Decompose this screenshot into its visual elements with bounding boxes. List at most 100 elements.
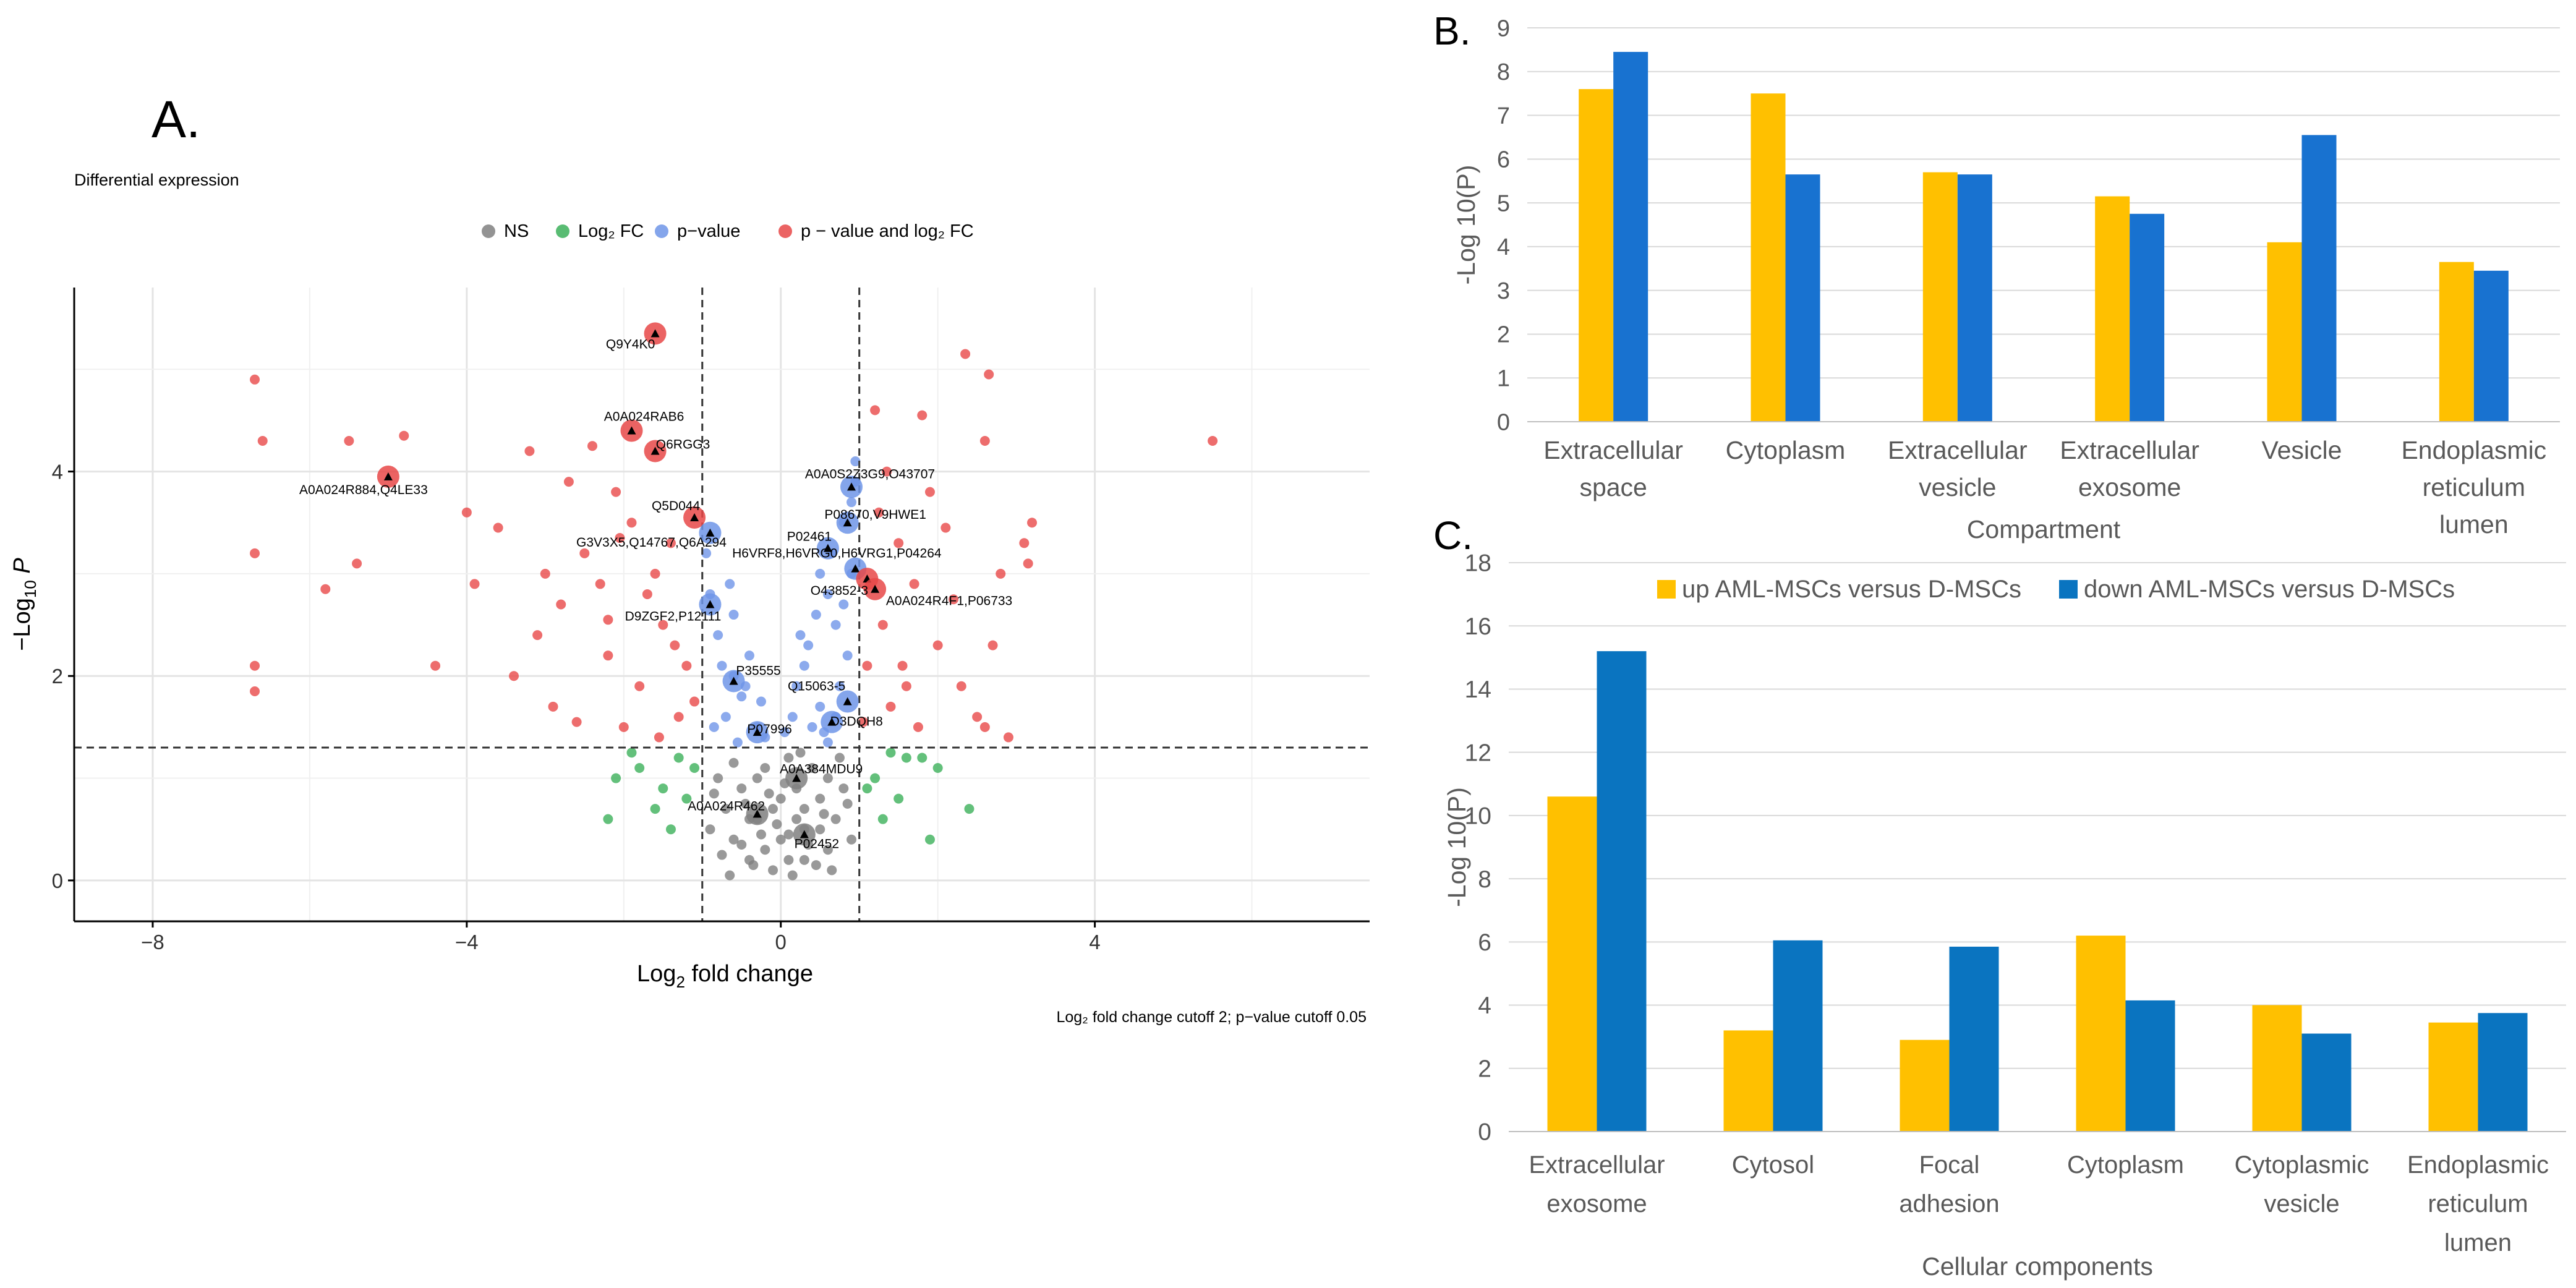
bar-downC bbox=[1949, 947, 1999, 1132]
x-axis-label: Cellular components bbox=[1922, 1252, 2153, 1281]
highlight-marker bbox=[753, 728, 762, 736]
point-ns bbox=[787, 870, 798, 881]
point-ns bbox=[725, 870, 735, 881]
point-log2fc bbox=[893, 793, 904, 804]
point-both bbox=[563, 477, 574, 487]
y-tick-label: 4 bbox=[52, 461, 63, 484]
highlight-marker bbox=[650, 446, 660, 455]
point-both bbox=[987, 640, 998, 650]
y-tick-label: 3 bbox=[1497, 278, 1510, 304]
panel-a-caption: Log₂ fold change cutoff 2; p−value cutof… bbox=[1056, 1009, 1367, 1026]
y-tick-label: 0 bbox=[52, 869, 63, 892]
point-label: P08670,V9HWE1 bbox=[824, 508, 926, 522]
y-axis-label: -Log 10(P) bbox=[1452, 165, 1480, 285]
point-pvalue bbox=[815, 701, 825, 712]
category-label: Cytoplasm bbox=[1726, 436, 1846, 464]
point-pvalue bbox=[834, 681, 845, 691]
point-ns bbox=[752, 773, 762, 783]
point-label: G3V3X5,Q14767,Q6A294 bbox=[576, 535, 727, 550]
point-ns bbox=[775, 834, 786, 845]
bar-up bbox=[1922, 172, 1958, 422]
point-label: A0A024RAB6 bbox=[604, 409, 685, 424]
legend-marker-both bbox=[778, 224, 792, 238]
point-both bbox=[250, 548, 260, 558]
point-ns bbox=[834, 753, 845, 763]
y-tick-label: 0 bbox=[1497, 409, 1510, 435]
point-both bbox=[634, 681, 645, 691]
highlight-marker bbox=[627, 426, 636, 435]
point-label: H6VRF8,H6VRG0,H6VRG1,P04264 bbox=[732, 547, 942, 561]
volcano-plot: Q9Y4K0 A0A024RAB6 Q6RGG3 A0A024R884,Q4LE33 Q… bbox=[9, 288, 1370, 991]
highlight-marker bbox=[843, 697, 852, 706]
point-both bbox=[960, 349, 971, 359]
point-both bbox=[344, 435, 354, 446]
bar-up bbox=[1751, 93, 1786, 422]
point-both bbox=[1027, 518, 1038, 528]
category-label: adhesion bbox=[1899, 1190, 1999, 1218]
category-label: exosome bbox=[1546, 1190, 1647, 1218]
point-log2fc bbox=[862, 783, 872, 794]
point-ns bbox=[748, 860, 759, 871]
point-both bbox=[658, 620, 668, 630]
point-both bbox=[932, 640, 943, 650]
bar-up bbox=[1547, 796, 1597, 1132]
point-ns bbox=[705, 824, 715, 835]
point-pvalue bbox=[838, 599, 849, 610]
category-label: Cytoplasm bbox=[2067, 1151, 2184, 1179]
point-both bbox=[984, 369, 994, 380]
point-log2fc bbox=[689, 763, 700, 774]
point-both bbox=[642, 589, 652, 599]
point-pvalue bbox=[728, 610, 739, 620]
y-tick-label: 2 bbox=[52, 665, 63, 688]
point-pvalue bbox=[720, 712, 731, 722]
point-pvalue bbox=[815, 568, 825, 579]
bar-up bbox=[2095, 196, 2130, 422]
y-tick-label: 14 bbox=[1465, 676, 1491, 703]
point-ns bbox=[830, 814, 841, 824]
point-pvalue bbox=[847, 497, 856, 508]
y-tick-label: 4 bbox=[1478, 992, 1491, 1019]
x-axis-label: Compartment bbox=[1967, 515, 2121, 544]
point-both bbox=[611, 487, 621, 497]
point-pvalue bbox=[744, 650, 754, 661]
point-log2fc bbox=[924, 834, 935, 845]
point-pvalue bbox=[807, 722, 817, 732]
y-tick-label: 16 bbox=[1465, 613, 1491, 640]
panel-a-letter: A. bbox=[151, 90, 200, 148]
point-log2fc bbox=[626, 748, 637, 758]
bar-downB bbox=[2301, 135, 2337, 422]
point-both bbox=[250, 686, 260, 697]
point-pvalue bbox=[756, 696, 766, 707]
highlight-marker bbox=[729, 676, 738, 685]
y-tick-label: 1 bbox=[1497, 366, 1510, 392]
point-pvalue bbox=[850, 456, 861, 467]
y-tick-label: 6 bbox=[1497, 147, 1510, 173]
point-label: A0A384MDU9 bbox=[780, 762, 863, 777]
point-both bbox=[913, 722, 923, 732]
point-label: Q15063-5 bbox=[788, 680, 845, 694]
point-ns bbox=[795, 748, 806, 758]
point-both bbox=[461, 507, 472, 518]
point-both bbox=[665, 538, 676, 548]
point-both bbox=[689, 696, 700, 707]
x-tick-label: −8 bbox=[141, 931, 164, 953]
legend-label-both: p − value and log₂ FC bbox=[801, 221, 974, 241]
point-label: Q6RGG3 bbox=[656, 438, 710, 452]
category-label: Focal bbox=[1919, 1151, 1980, 1179]
highlight-marker bbox=[847, 482, 856, 491]
x-tick-label: 4 bbox=[1089, 931, 1100, 953]
point-ns bbox=[740, 798, 751, 809]
point-label: Q9Y4K0 bbox=[606, 337, 655, 351]
point-ns bbox=[811, 860, 821, 871]
point-log2fc bbox=[917, 753, 928, 763]
point-pvalue bbox=[736, 691, 747, 702]
highlight-marker bbox=[706, 528, 715, 537]
category-label: Cytosol bbox=[1732, 1151, 1814, 1179]
bar-up bbox=[2428, 1022, 2478, 1132]
point-ns bbox=[768, 804, 778, 814]
point-label: A0A024R884,Q4LE33 bbox=[299, 483, 428, 497]
point-both bbox=[917, 410, 928, 420]
point-ns bbox=[713, 773, 723, 783]
category-label: Extracellular bbox=[1529, 1151, 1665, 1179]
